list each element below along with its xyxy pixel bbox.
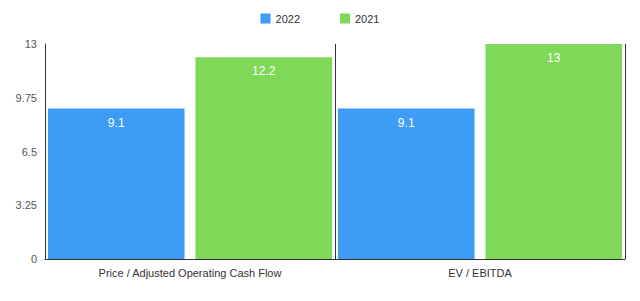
svg-text:2021: 2021 <box>355 13 379 25</box>
svg-text:9.1: 9.1 <box>108 116 125 130</box>
svg-text:3.25: 3.25 <box>16 199 37 211</box>
svg-text:Price / Adjusted Operating Cas: Price / Adjusted Operating Cash Flow <box>99 267 282 279</box>
svg-text:9.1: 9.1 <box>398 116 415 130</box>
svg-text:12.2: 12.2 <box>252 64 276 78</box>
svg-text:6.5: 6.5 <box>22 146 37 158</box>
svg-text:9.75: 9.75 <box>16 92 37 104</box>
svg-text:13: 13 <box>25 38 37 50</box>
svg-text:0: 0 <box>31 253 37 265</box>
svg-text:13: 13 <box>547 51 561 65</box>
svg-text:2022: 2022 <box>276 13 300 25</box>
svg-text:EV / EBITDA: EV / EBITDA <box>448 267 512 279</box>
